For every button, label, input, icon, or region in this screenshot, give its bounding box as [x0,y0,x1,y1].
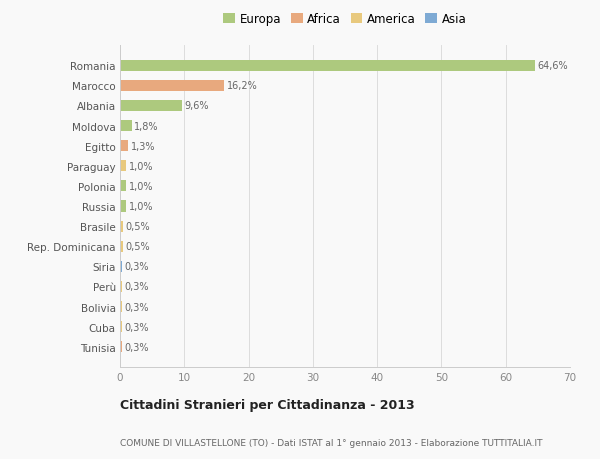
Bar [120,302,122,313]
Text: 1,0%: 1,0% [129,162,154,171]
Text: 0,5%: 0,5% [126,222,151,232]
Bar [120,141,128,152]
Bar [120,281,122,292]
Bar [120,261,122,272]
Text: 1,0%: 1,0% [129,202,154,212]
Text: 0,3%: 0,3% [125,262,149,272]
Text: 1,0%: 1,0% [129,181,154,191]
Bar [120,201,127,212]
Bar [120,181,127,192]
Bar [120,221,123,232]
Text: 0,3%: 0,3% [125,282,149,292]
Bar [120,81,224,92]
Bar [120,241,123,252]
Bar [120,341,122,353]
Text: 1,3%: 1,3% [131,141,155,151]
Text: 0,5%: 0,5% [126,242,151,252]
Bar [120,321,122,332]
Legend: Europa, Africa, America, Asia: Europa, Africa, America, Asia [223,13,467,26]
Text: 1,8%: 1,8% [134,121,158,131]
Text: 64,6%: 64,6% [538,61,568,71]
Bar [120,121,131,132]
Text: 0,3%: 0,3% [125,302,149,312]
Text: 0,3%: 0,3% [125,322,149,332]
Text: COMUNE DI VILLASTELLONE (TO) - Dati ISTAT al 1° gennaio 2013 - Elaborazione TUTT: COMUNE DI VILLASTELLONE (TO) - Dati ISTA… [120,438,542,447]
Text: 9,6%: 9,6% [184,101,209,111]
Text: 0,3%: 0,3% [125,342,149,352]
Bar [120,101,182,112]
Text: 16,2%: 16,2% [227,81,257,91]
Bar [120,61,535,72]
Text: Cittadini Stranieri per Cittadinanza - 2013: Cittadini Stranieri per Cittadinanza - 2… [120,398,415,412]
Bar [120,161,127,172]
